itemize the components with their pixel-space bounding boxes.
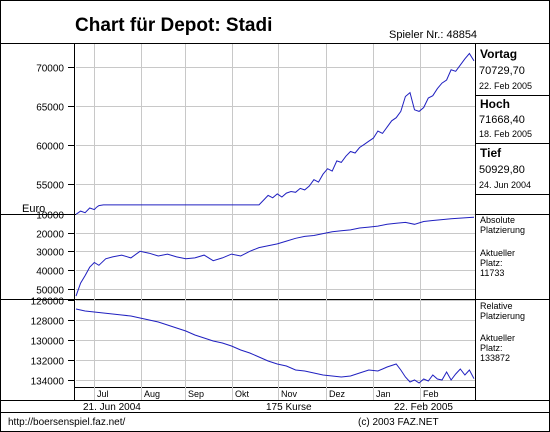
- panel2-ytick-label-132000: 132000: [31, 357, 65, 368]
- month-tick-label-dez: Dez: [329, 389, 346, 399]
- panel1-ytick-label-50000: 50000: [36, 286, 64, 297]
- rel-title-line2: Platzierung: [480, 311, 525, 321]
- vortag-label: Vortag: [480, 47, 517, 61]
- hoch-date: 18. Feb 2005: [479, 129, 532, 139]
- hoch-panel: Hoch 71668,40 18. Feb 2005: [479, 97, 532, 139]
- rel-sub-line2: Platz:: [480, 343, 503, 353]
- vortag-panel: Vortag 70729,70 22. Feb 2005: [479, 47, 532, 91]
- abs-title-line2: Platzierung: [480, 225, 525, 235]
- panel1-ytick-label-40000: 40000: [36, 267, 64, 278]
- month-tick-label-okt: Okt: [235, 389, 250, 399]
- panel0-ytick-label-65000: 65000: [36, 103, 64, 114]
- panel1-ytick-label-10000: 10000: [36, 211, 64, 222]
- relative-placement-panel: Relative Platzierung Aktueller Platz: 13…: [480, 301, 525, 363]
- hoch-label: Hoch: [480, 97, 510, 111]
- panel0-ytick-label-70000: 70000: [36, 64, 64, 75]
- abs-title-line1: Absolute: [480, 215, 515, 225]
- panel0-series-line: [75, 52, 475, 215]
- rel-sub-line1: Aktueller: [480, 333, 515, 343]
- series-lines: [75, 52, 475, 384]
- footer-copyright: (c) 2003 FAZ.NET: [358, 417, 439, 428]
- panel2-series-line: [75, 308, 475, 384]
- abs-value: 11733: [480, 268, 504, 278]
- month-tick-label-nov: Nov: [281, 389, 298, 399]
- month-tick-label-jul: Jul: [97, 389, 109, 399]
- absolute-placement-panel: Absolute Platzierung Aktueller Platz: 11…: [480, 215, 525, 278]
- month-tick-label-aug: Aug: [144, 389, 160, 399]
- month-tick-label-jan: Jan: [376, 389, 391, 399]
- panel1-ytick-label-20000: 20000: [36, 230, 64, 241]
- player-number: Spieler Nr.: 48854: [389, 29, 477, 41]
- tick-labels: Jul Aug Sep Okt Nov Dez Jan Feb 55000 60000 65000 7…: [31, 64, 439, 400]
- tief-label: Tief: [480, 146, 502, 160]
- rel-value: 133872: [480, 353, 510, 363]
- course-count-label: 175 Kurse: [266, 402, 312, 413]
- month-tick-label-sep: Sep: [188, 389, 204, 399]
- tief-panel: Tief 50929,80 24. Jun 2004: [479, 146, 531, 190]
- rel-title-line1: Relative: [480, 301, 513, 311]
- panel1-series-line: [75, 216, 475, 297]
- panel2-ytick-label-128000: 128000: [31, 317, 65, 328]
- panel2-ytick-label-130000: 130000: [31, 337, 65, 348]
- end-date-label: 22. Feb 2005: [394, 402, 453, 413]
- panel0-ytick-label-60000: 60000: [36, 142, 64, 153]
- abs-sub-line2: Platz:: [480, 258, 503, 268]
- hoch-value: 71668,40: [479, 114, 525, 126]
- panel2-ytick-label-134000: 134000: [31, 377, 65, 388]
- footer-url-link[interactable]: http://boersenspiel.faz.net/: [8, 417, 126, 428]
- panel2-ytick-label-126000: 126000: [31, 297, 65, 308]
- tief-value: 50929,80: [479, 164, 525, 176]
- panel1-ytick-label-30000: 30000: [36, 248, 64, 259]
- page-title: Chart für Depot: Stadi: [75, 15, 272, 36]
- tief-date: 24. Jun 2004: [479, 180, 531, 190]
- y-axis-unit-label: Euro: [22, 203, 45, 215]
- month-tick-label-feb: Feb: [423, 389, 439, 399]
- abs-sub-line1: Aktueller: [480, 248, 515, 258]
- panel0-ytick-label-55000: 55000: [36, 181, 64, 192]
- grid-lines: [68, 44, 475, 400]
- start-date-label: 21. Jun 2004: [83, 402, 141, 413]
- vortag-date: 22. Feb 2005: [479, 81, 532, 91]
- vortag-value: 70729,70: [479, 65, 525, 77]
